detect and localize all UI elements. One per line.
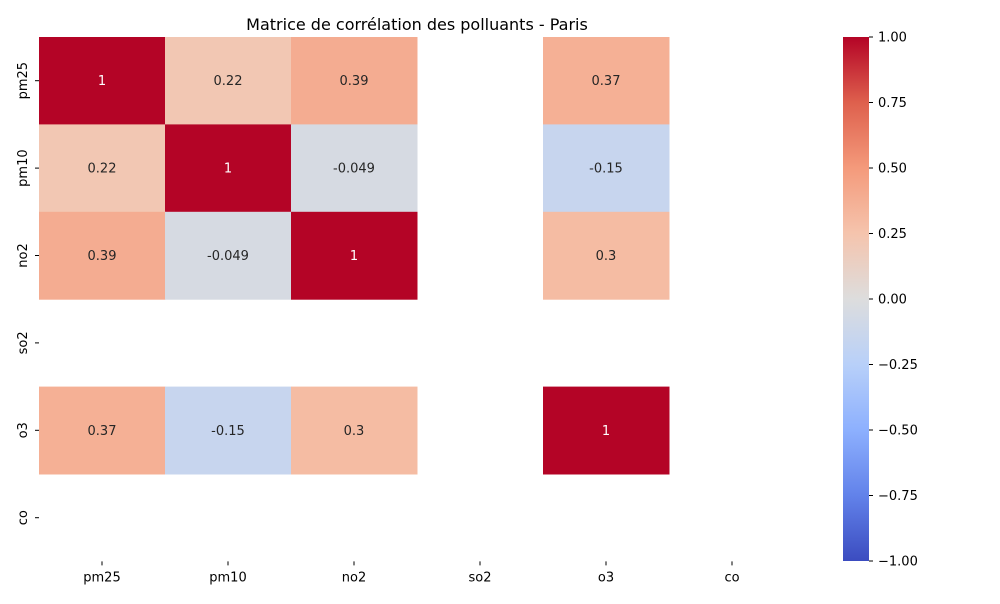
y-tick-label: no2 — [16, 243, 31, 267]
cell-annotation: -0.15 — [211, 424, 245, 439]
x-tick-label: pm25 — [83, 570, 120, 585]
cell-annotation: 1 — [98, 74, 106, 89]
colorbar-tick-label: 0.25 — [878, 227, 907, 242]
cell-annotation: -0.15 — [589, 162, 623, 177]
cell-annotation: 0.39 — [88, 249, 117, 264]
x-tick-label: so2 — [469, 570, 492, 585]
y-axis: pm25 pm10 no2 so2 o3 co — [16, 62, 39, 525]
cell-annotation: 0.39 — [340, 74, 369, 89]
x-tick-label: no2 — [342, 570, 366, 585]
heatmap-cell-o3-pm25 — [39, 386, 166, 475]
chart-title: Matrice de corrélation des polluants - P… — [246, 15, 588, 34]
y-tick-label: pm25 — [16, 62, 31, 99]
cell-annotation: 0.3 — [344, 424, 365, 439]
cell-annotation: 1 — [602, 424, 610, 439]
x-tick-label: pm10 — [209, 570, 246, 585]
heatmap-cell-no2-o3 — [543, 211, 670, 300]
heatmap-cell-pm10-pm25 — [39, 124, 166, 213]
heatmap-cell-pm10-no2 — [291, 124, 418, 213]
colorbar-gradient — [843, 37, 869, 561]
cell-annotation: 0.22 — [88, 162, 117, 177]
heatmap-cell-pm25-o3 — [543, 37, 670, 125]
cell-annotation: 0.37 — [88, 424, 117, 439]
heatmap-cell-no2-pm25 — [39, 211, 166, 300]
cell-annotation: 0.22 — [214, 74, 243, 89]
cell-annotation: -0.049 — [333, 162, 375, 177]
heatmap-cell-no2-pm10 — [165, 211, 292, 300]
x-tick-label: o3 — [598, 570, 614, 585]
colorbar-tick-label: 0.00 — [878, 293, 907, 308]
heatmap-cell-pm10-o3 — [543, 124, 670, 213]
heatmap-cell-pm25-pm25 — [39, 37, 166, 125]
y-tick-label: so2 — [16, 331, 31, 354]
colorbar-tick-label: 0.50 — [878, 162, 907, 177]
cell-annotation: 0.3 — [596, 249, 617, 264]
y-tick-label: pm10 — [16, 149, 31, 186]
y-tick-label: o3 — [16, 422, 31, 438]
cell-annotation: -0.049 — [207, 249, 249, 264]
colorbar: 1.00 0.75 0.50 0.25 0.00 −0.25 −0.50 −0.75 −1.00 — [843, 31, 918, 570]
cell-annotation: 1 — [350, 249, 358, 264]
heatmap-cell-no2-no2 — [291, 211, 418, 300]
y-tick-label: co — [16, 510, 31, 525]
colorbar-tick-label: 1.00 — [878, 31, 907, 46]
colorbar-tick-label: −1.00 — [878, 555, 918, 570]
heatmap-cell-pm25-no2 — [291, 37, 418, 125]
heatmap-cell-o3-o3 — [543, 386, 670, 475]
heatmap-annotations: 1 0.22 0.39 0.37 0.22 1 -0.049 -0.15 0.39 -0.049 1… — [88, 74, 623, 439]
heatmap-cell-pm25-pm10 — [165, 37, 292, 125]
colorbar-tick-label: −0.75 — [878, 489, 918, 504]
x-tick-label: co — [724, 570, 739, 585]
heatmap-cell-o3-pm10 — [165, 386, 292, 475]
colorbar-tick-label: −0.50 — [878, 424, 918, 439]
colorbar-tick-label: 0.75 — [878, 96, 907, 111]
cell-annotation: 1 — [224, 162, 232, 177]
x-axis: pm25 pm10 no2 so2 o3 co — [83, 561, 740, 585]
heatmap-cell-o3-no2 — [291, 386, 418, 475]
cell-annotation: 0.37 — [592, 74, 621, 89]
heatmap-cells — [39, 37, 670, 475]
heatmap-cell-pm10-pm10 — [165, 124, 292, 213]
colorbar-tick-label: −0.25 — [878, 358, 918, 373]
